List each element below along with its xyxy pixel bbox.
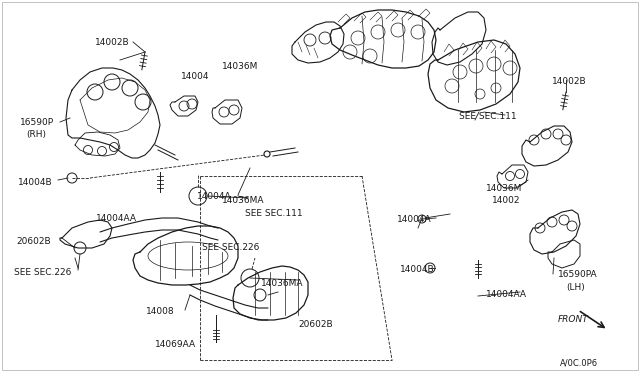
Text: 14004B: 14004B [400,265,435,274]
Text: 14036MA: 14036MA [222,196,264,205]
Text: SEE SEC.111: SEE SEC.111 [245,209,303,218]
Text: 20602B: 20602B [298,320,333,329]
Text: (LH): (LH) [566,283,585,292]
Text: 14036M: 14036M [486,184,522,193]
Text: SEE SEC.226: SEE SEC.226 [202,243,259,252]
Text: 20602B: 20602B [16,237,51,246]
Text: SEE SEC.226: SEE SEC.226 [14,268,72,277]
Text: 14002B: 14002B [552,77,587,86]
Text: 14004A: 14004A [397,215,431,224]
Text: A/0C.0P6: A/0C.0P6 [560,358,598,367]
Text: 14004A: 14004A [197,192,232,201]
Text: SEE SEC.111: SEE SEC.111 [459,112,516,121]
Text: 16590P: 16590P [20,118,54,127]
Text: 14004: 14004 [181,72,209,81]
Text: 14069AA: 14069AA [155,340,196,349]
Text: 14036M: 14036M [222,62,259,71]
Text: 14004AA: 14004AA [96,214,137,223]
Text: 14036MA: 14036MA [261,279,303,288]
Text: FRONT: FRONT [558,315,589,324]
Text: 16590PA: 16590PA [558,270,598,279]
Text: 14008: 14008 [146,307,175,316]
Text: 14004B: 14004B [18,178,52,187]
Text: 14004AA: 14004AA [486,290,527,299]
Text: (RH): (RH) [26,130,46,139]
Text: 14002B: 14002B [95,38,130,47]
Text: 14002: 14002 [492,196,520,205]
